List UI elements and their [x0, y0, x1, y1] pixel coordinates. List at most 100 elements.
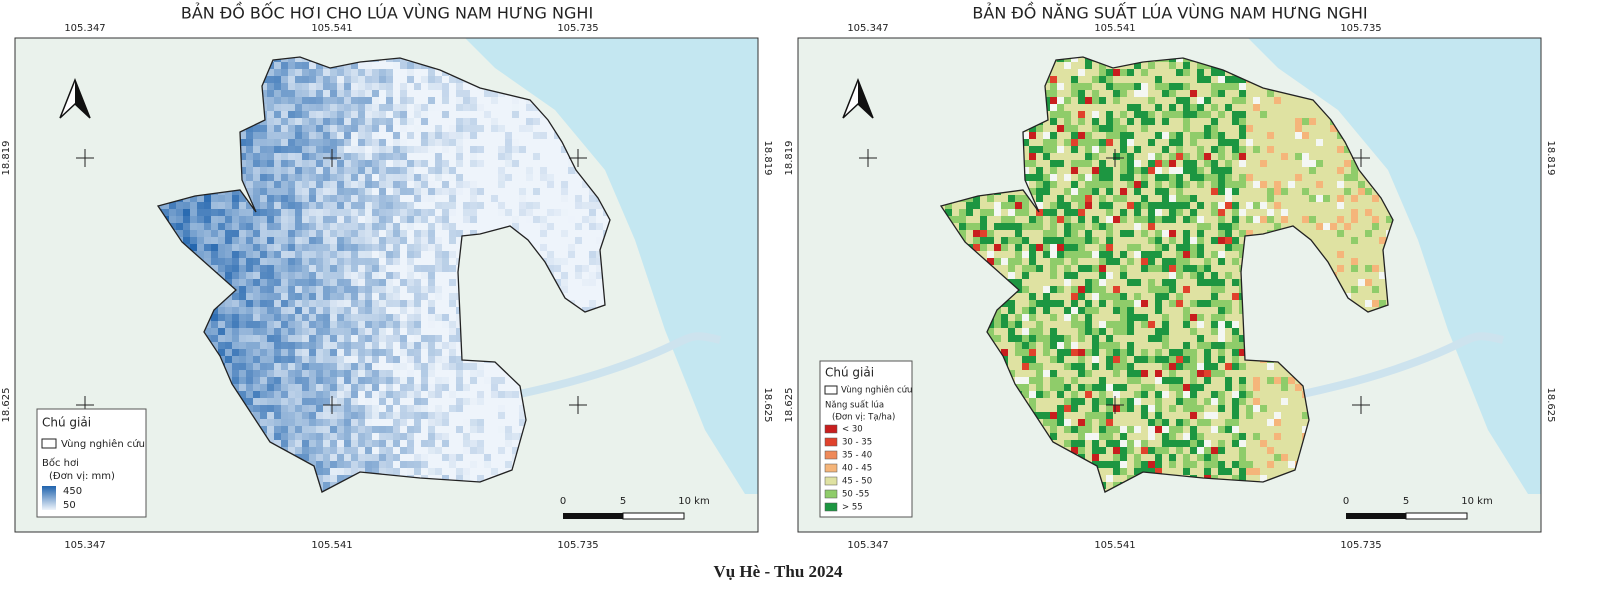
raster-cell [407, 132, 415, 140]
raster-cell [1162, 132, 1170, 140]
raster-cell [435, 216, 443, 224]
raster-cell [386, 265, 394, 273]
raster-cell [1113, 69, 1121, 77]
raster-cell [267, 202, 275, 210]
raster-cell [400, 174, 408, 182]
raster-cell [1064, 76, 1072, 84]
raster-cell [274, 384, 282, 392]
raster-cell [358, 132, 366, 140]
raster-cell [1141, 76, 1149, 84]
raster-cell [1127, 125, 1135, 133]
raster-cell [449, 188, 457, 196]
raster-cell [274, 342, 282, 350]
raster-cell [414, 251, 422, 259]
raster-cell [582, 223, 590, 231]
raster-cell [1253, 111, 1261, 119]
raster-cell [309, 251, 317, 259]
raster-cell [449, 475, 457, 483]
raster-cell [1330, 132, 1338, 140]
raster-cell [267, 181, 275, 189]
raster-cell [218, 335, 226, 343]
raster-cell [1211, 97, 1219, 105]
raster-cell [379, 349, 387, 357]
raster-cell [421, 321, 429, 329]
raster-cell [1288, 97, 1296, 105]
raster-cell [344, 398, 352, 406]
raster-cell [232, 377, 240, 385]
raster-cell [316, 83, 324, 91]
raster-cell [414, 377, 422, 385]
raster-cell [470, 384, 478, 392]
raster-cell [575, 272, 583, 280]
raster-cell [344, 328, 352, 336]
raster-cell [428, 167, 436, 175]
raster-cell [435, 454, 443, 462]
raster-cell [456, 419, 464, 427]
raster-cell [288, 342, 296, 350]
raster-cell [435, 468, 443, 476]
raster-cell [358, 230, 366, 238]
raster-cell [302, 440, 310, 448]
raster-cell [1155, 62, 1163, 70]
raster-cell [316, 160, 324, 168]
raster-cell [477, 167, 485, 175]
raster-cell [596, 293, 604, 301]
raster-cell [463, 167, 471, 175]
raster-cell [400, 146, 408, 154]
raster-cell [330, 433, 338, 441]
raster-cell [547, 216, 555, 224]
raster-cell [477, 461, 485, 469]
raster-cell [316, 314, 324, 322]
raster-cell [372, 111, 380, 119]
raster-cell [470, 363, 478, 371]
raster-cell [400, 111, 408, 119]
raster-cell [309, 293, 317, 301]
raster-cell [337, 223, 345, 231]
raster-cell [400, 440, 408, 448]
raster-cell [498, 440, 506, 448]
raster-cell [372, 279, 380, 287]
raster-cell [344, 300, 352, 308]
raster-cell [540, 230, 548, 238]
raster-cell [456, 391, 464, 399]
raster-cell [456, 335, 464, 343]
raster-cell [316, 167, 324, 175]
raster-cell [372, 125, 380, 133]
raster-cell [309, 398, 317, 406]
raster-cell [365, 314, 373, 322]
raster-cell [330, 223, 338, 231]
raster-cell [477, 97, 485, 105]
sea [465, 38, 758, 494]
raster-cell [1099, 76, 1107, 84]
raster-cell [204, 244, 212, 252]
raster-cell [1120, 69, 1128, 77]
raster-cell [260, 258, 268, 266]
raster-cell [596, 209, 604, 217]
raster-cell [232, 223, 240, 231]
raster-cell [1155, 90, 1163, 98]
raster-cell [344, 433, 352, 441]
raster-cell [358, 258, 366, 266]
raster-cell [393, 160, 401, 168]
raster-cell [176, 209, 184, 217]
raster-cell [1295, 132, 1303, 140]
raster-cell [589, 244, 597, 252]
raster-cell [400, 363, 408, 371]
raster-cell [372, 132, 380, 140]
raster-cell [1050, 90, 1058, 98]
raster-cell [281, 384, 289, 392]
raster-cell [477, 223, 485, 231]
raster-cell [330, 475, 338, 483]
raster-cell [225, 230, 233, 238]
raster-cell [316, 405, 324, 413]
raster-cell [316, 111, 324, 119]
raster-cell [239, 258, 247, 266]
raster-cell [295, 223, 303, 231]
raster-cell [421, 419, 429, 427]
raster-cell [288, 300, 296, 308]
raster-cell [323, 377, 331, 385]
raster-cell [288, 335, 296, 343]
raster-cell [274, 118, 282, 126]
raster-cell [393, 328, 401, 336]
raster-cell [239, 335, 247, 343]
